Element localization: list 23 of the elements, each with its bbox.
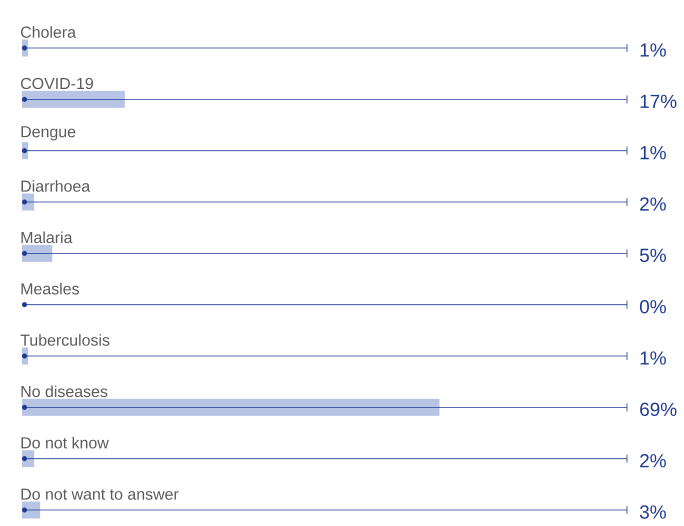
data-label: 0% bbox=[640, 300, 666, 314]
y-tick-label: Tuberculosis bbox=[20, 334, 110, 346]
data-label: 69% bbox=[640, 402, 676, 416]
y-tick-label: Measles bbox=[22, 282, 79, 294]
data-label: 1% bbox=[640, 351, 666, 365]
y-tick-label: COVID-19 bbox=[21, 78, 93, 90]
y-tick-label: Dengue bbox=[22, 126, 76, 140]
y-tick-label: Malaria bbox=[22, 231, 72, 244]
data-label: 3% bbox=[640, 505, 666, 519]
y-tick-label: No diseases bbox=[22, 385, 108, 398]
bar bbox=[22, 90, 125, 108]
data-label: 17% bbox=[640, 94, 676, 108]
bar bbox=[22, 398, 440, 416]
data-label: 2% bbox=[640, 197, 666, 211]
data-label: 1% bbox=[640, 43, 666, 57]
bar bbox=[22, 244, 52, 262]
y-tick-label: Do not want to answer bbox=[22, 488, 179, 500]
y-tick-label: Do not know bbox=[22, 436, 109, 448]
y-tick-label: Diarrhoea bbox=[22, 180, 90, 192]
data-label: 2% bbox=[640, 454, 666, 468]
data-label: 5% bbox=[640, 248, 666, 262]
y-tick-label: Cholera bbox=[21, 26, 76, 38]
data-label: 1% bbox=[640, 146, 666, 160]
